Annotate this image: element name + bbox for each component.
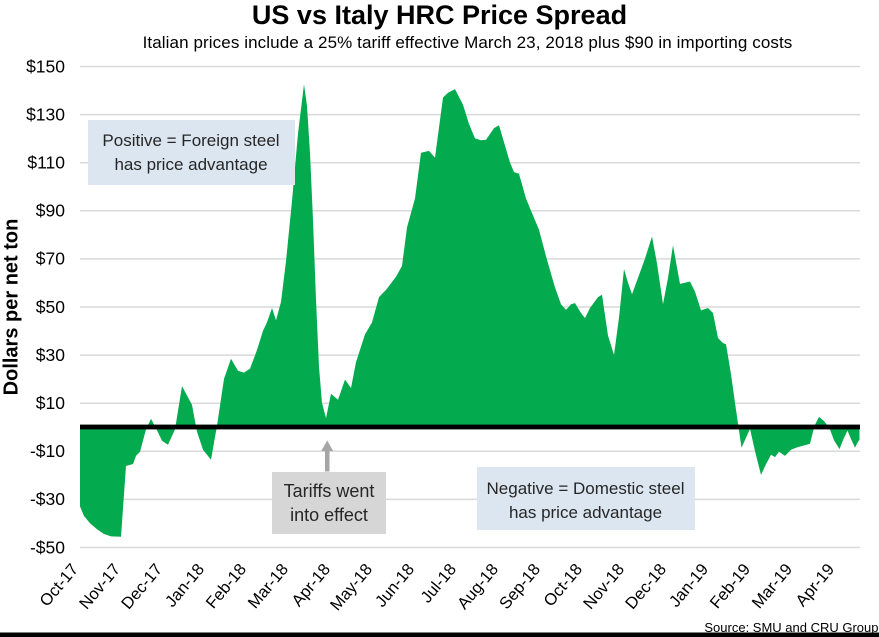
svg-text:Jan-18: Jan-18 (162, 561, 208, 611)
svg-text:May-18: May-18 (327, 561, 376, 615)
svg-text:$30: $30 (36, 345, 65, 365)
svg-text:Jul-18: Jul-18 (417, 561, 460, 607)
svg-text:Jan-19: Jan-19 (666, 561, 712, 611)
svg-text:Jun-18: Jun-18 (372, 561, 418, 611)
svg-text:Feb-19: Feb-19 (707, 561, 754, 613)
svg-text:$110: $110 (27, 153, 65, 173)
svg-text:Source: SMU and CRU Group: Source: SMU and CRU Group (704, 620, 878, 635)
svg-text:Mar-19: Mar-19 (749, 561, 796, 613)
svg-text:-$10: -$10 (30, 441, 65, 461)
svg-text:Sep-18: Sep-18 (496, 561, 544, 613)
svg-text:$70: $70 (36, 249, 65, 269)
svg-text:Mar-18: Mar-18 (245, 561, 292, 613)
svg-text:Dollars per net ton: Dollars per net ton (1, 219, 23, 396)
svg-text:Feb-18: Feb-18 (203, 561, 250, 613)
svg-text:-$50: -$50 (30, 537, 65, 557)
svg-text:Dec-17: Dec-17 (118, 561, 166, 613)
svg-text:Nov-17: Nov-17 (76, 561, 124, 613)
svg-text:Oct-18: Oct-18 (540, 561, 586, 611)
svg-text:$90: $90 (36, 201, 65, 221)
svg-text:Dec-18: Dec-18 (622, 561, 670, 613)
svg-text:$150: $150 (26, 56, 65, 76)
svg-text:Nov-18: Nov-18 (580, 561, 628, 613)
svg-text:-$30: -$30 (30, 489, 65, 509)
svg-text:$50: $50 (36, 297, 65, 317)
svg-text:$10: $10 (36, 393, 65, 413)
svg-text:Apr-19: Apr-19 (792, 561, 838, 611)
svg-text:$130: $130 (26, 104, 65, 124)
svg-text:Oct-17: Oct-17 (36, 561, 82, 611)
svg-text:Aug-18: Aug-18 (454, 561, 502, 613)
